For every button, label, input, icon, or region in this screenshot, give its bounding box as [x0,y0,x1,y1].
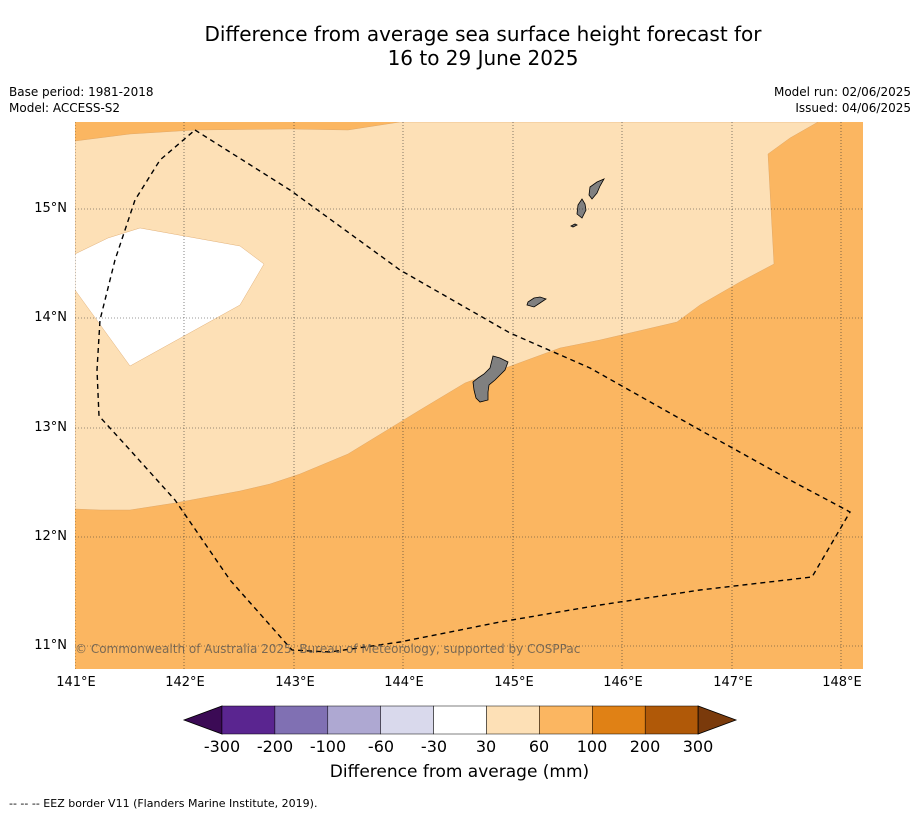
colorbar-tick-label: 30 [475,737,497,756]
meta-right: Model run: 02/06/2025 Issued: 04/06/2025 [774,84,911,116]
colorbar-tick-label: -60 [367,737,395,756]
lon-label-141: 141°E [56,675,96,690]
island-saipan [588,178,605,200]
lon-label-143: 143°E [275,675,315,690]
colorbar-segment [592,705,646,735]
band-30-60 [75,122,819,511]
lat-label-11: 11°N [34,638,67,653]
lon-label-146: 146°E [603,675,643,690]
map-area [75,122,863,669]
colorbar-tick-label: -100 [309,737,347,756]
lat-label-15: 15°N [34,201,67,216]
colorbar-segment [433,705,487,735]
colorbar-tick-label: 60 [528,737,550,756]
island-tinian [576,198,587,219]
eez-border [96,129,851,653]
colorbar-title: Difference from average (mm) [329,762,590,782]
colorbar-tick-label: -30 [420,737,448,756]
colorbar-tick-label: 300 [682,737,714,756]
island-rota [526,296,547,308]
colorbar-tick-label: 100 [576,737,608,756]
band-neg30-30 [75,227,265,367]
colorbar-segment [221,705,276,735]
colorbar-segment [274,705,329,735]
colorbar-segment [380,705,434,735]
colorbar-extension-high [697,705,738,735]
lon-label-148: 148°E [822,675,862,690]
eez-legend-note: -- -- -- EEZ border V11 (Flanders Marine… [9,797,318,810]
lon-label-147: 147°E [713,675,753,690]
colorbar-tick-label: 200 [629,737,661,756]
colorbar-segment [486,705,540,735]
lon-label-142: 142°E [165,675,205,690]
colorbar-segment [644,705,699,735]
lat-label-12: 12°N [34,529,67,544]
island-guam [472,355,509,403]
model-run: Model run: 02/06/2025 [773,85,911,99]
title-line-2: 16 to 29 June 2025 [387,46,579,70]
island-aguijan [570,223,578,228]
lon-label-144: 144°E [384,675,424,690]
colorbar-tick-label: -200 [256,737,294,756]
lon-label-145: 145°E [494,675,534,690]
copyright-credit: © Commonwealth of Australia 2025, Bureau… [75,642,581,656]
chart-title: Difference from average sea surface heig… [0,22,919,70]
lat-label-14: 14°N [34,310,67,325]
base-period: Base period: 1981-2018 [9,85,154,99]
colorbar-extension-low [182,705,223,735]
lat-label-13: 13°N [34,420,67,435]
issued-date: Issued: 04/06/2025 [795,101,911,115]
colorbar-segment [327,705,381,735]
colorbar-tick-label: -300 [203,737,241,756]
model-name: Model: ACCESS-S2 [9,101,121,115]
title-line-1: Difference from average sea surface heig… [204,22,762,46]
gridlines [75,122,863,669]
land-islands [472,178,605,403]
meta-left: Base period: 1981-2018 Model: ACCESS-S2 [9,84,154,116]
colorbar-segment [539,705,593,735]
colorbar [182,705,738,735]
